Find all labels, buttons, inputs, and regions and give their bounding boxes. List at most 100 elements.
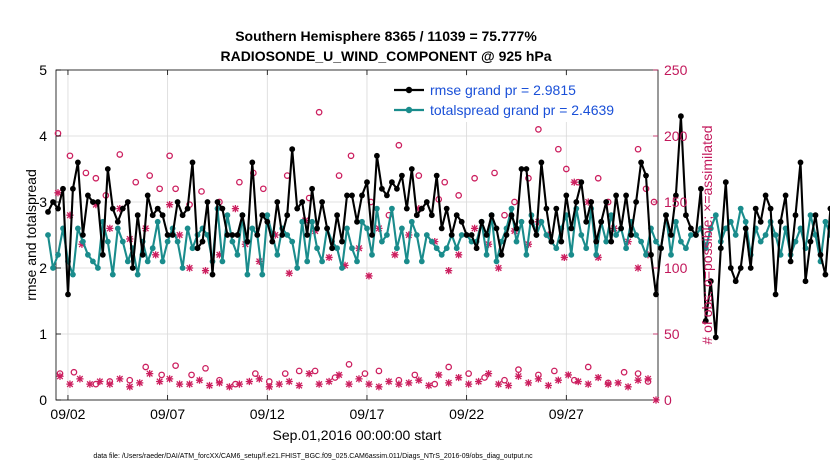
obs-possible-point bbox=[562, 165, 570, 173]
rmse-point bbox=[812, 212, 819, 219]
rmse-point bbox=[518, 166, 525, 172]
rmse-point bbox=[408, 166, 415, 172]
rmse-point bbox=[389, 179, 395, 186]
totalspread-point bbox=[334, 245, 340, 252]
rmse-point bbox=[752, 205, 759, 212]
totalspread-point bbox=[284, 232, 291, 238]
totalspread-point bbox=[354, 258, 360, 265]
obs-assimilated-point bbox=[494, 264, 503, 272]
rmse-point bbox=[732, 278, 739, 285]
obs-assimilated-point bbox=[106, 380, 114, 388]
obs-assimilated-point bbox=[175, 380, 184, 388]
obs-possible-point bbox=[554, 145, 562, 153]
totalspread-point bbox=[513, 238, 520, 245]
rmse-point bbox=[294, 205, 301, 212]
obs-assimilated-point bbox=[106, 224, 114, 232]
rmse-point bbox=[209, 271, 216, 278]
rmse-point bbox=[593, 238, 600, 245]
legend-rmse-marker bbox=[405, 86, 413, 94]
rmse-point bbox=[304, 232, 311, 238]
obs-possible-point bbox=[594, 174, 602, 182]
obs-assimilated-point bbox=[560, 253, 568, 262]
totalspread-point bbox=[453, 245, 460, 252]
obs-possible-point bbox=[620, 368, 628, 376]
totalspread-point bbox=[623, 245, 629, 252]
obs-assimilated-point bbox=[305, 370, 313, 378]
obs-possible-point bbox=[501, 376, 508, 384]
totalspread-point bbox=[732, 232, 739, 238]
totalspread-point bbox=[249, 225, 256, 232]
obs-assimilated-point bbox=[355, 375, 363, 383]
totalspread-point bbox=[568, 251, 575, 258]
obs-possible-point bbox=[441, 178, 449, 186]
obs-possible-point bbox=[172, 185, 179, 193]
obs-possible-point bbox=[455, 192, 463, 199]
rmse-point bbox=[403, 205, 410, 212]
obs-assimilated-point bbox=[315, 380, 323, 388]
rmse-point bbox=[264, 218, 271, 225]
rmse-point bbox=[817, 251, 824, 258]
obs-assimilated-point bbox=[570, 178, 578, 186]
rmse-point bbox=[438, 225, 445, 232]
totalspread-point bbox=[174, 238, 181, 245]
totalspread-point bbox=[389, 205, 395, 212]
rmse-point bbox=[413, 212, 420, 219]
obs-assimilated-point bbox=[471, 224, 479, 232]
obs-assimilated-point bbox=[116, 205, 124, 213]
totalspread-point bbox=[95, 265, 101, 271]
rmse-point bbox=[598, 218, 605, 225]
totalspread-point bbox=[553, 245, 560, 252]
totalspread-point bbox=[124, 258, 131, 265]
rmse-point bbox=[75, 159, 81, 166]
totalspread-point bbox=[458, 232, 465, 238]
obs-assimilated-point bbox=[175, 231, 184, 239]
rmse-point bbox=[394, 185, 400, 192]
totalspread-point bbox=[493, 258, 500, 265]
x-tick-label: 09/22 bbox=[449, 406, 484, 422]
rmse-point bbox=[628, 232, 634, 238]
rmse-point bbox=[762, 192, 769, 199]
obs-possible-point bbox=[550, 367, 558, 375]
rmse-point bbox=[792, 212, 799, 219]
rmse-point bbox=[164, 232, 171, 238]
rmse-point bbox=[613, 192, 619, 199]
rmse-point bbox=[279, 232, 286, 238]
rmse-point bbox=[683, 212, 689, 219]
totalspread-point bbox=[219, 258, 226, 265]
rmse-point bbox=[364, 179, 370, 186]
rmse-point bbox=[70, 185, 76, 192]
obs-possible-point bbox=[501, 211, 508, 219]
totalspread-point bbox=[50, 265, 56, 271]
rmse-point bbox=[633, 199, 639, 205]
obs-possible-point bbox=[132, 178, 140, 186]
rmse-point bbox=[134, 212, 141, 219]
rmse-point bbox=[99, 251, 106, 258]
rmse-point bbox=[60, 185, 66, 192]
rmse-point bbox=[468, 232, 475, 238]
rmse-point bbox=[583, 218, 590, 225]
rmse-point bbox=[678, 113, 684, 120]
obs-assimilated-point bbox=[126, 383, 134, 391]
obs-assimilated-point bbox=[405, 379, 413, 387]
rmse-point bbox=[129, 265, 136, 271]
rmse-point bbox=[379, 185, 385, 192]
rmse-point bbox=[174, 199, 181, 205]
totalspread-point bbox=[149, 245, 156, 252]
totalspread-point bbox=[55, 251, 61, 258]
obs-possible-point bbox=[251, 370, 259, 377]
obs-assimilated-point bbox=[425, 381, 433, 390]
obs-assimilated-point bbox=[56, 372, 64, 380]
rmse-point bbox=[538, 159, 545, 166]
totalspread-point bbox=[299, 218, 306, 225]
obs-assimilated-point bbox=[534, 375, 542, 383]
obs-assimilated-point bbox=[644, 375, 652, 383]
chart-subtitle: RADIOSONDE_U_WIND_COMPONENT @ 925 hPa bbox=[220, 48, 551, 64]
totalspread-point bbox=[772, 232, 779, 238]
obs-assimilated-point bbox=[415, 205, 423, 213]
obs-assimilated-point bbox=[255, 257, 263, 265]
rmse-point bbox=[558, 238, 565, 245]
obs-assimilated-point bbox=[435, 371, 443, 379]
totalspread-point bbox=[399, 225, 405, 232]
obs-assimilated-point bbox=[365, 272, 373, 280]
obs-possible-point bbox=[634, 370, 642, 377]
